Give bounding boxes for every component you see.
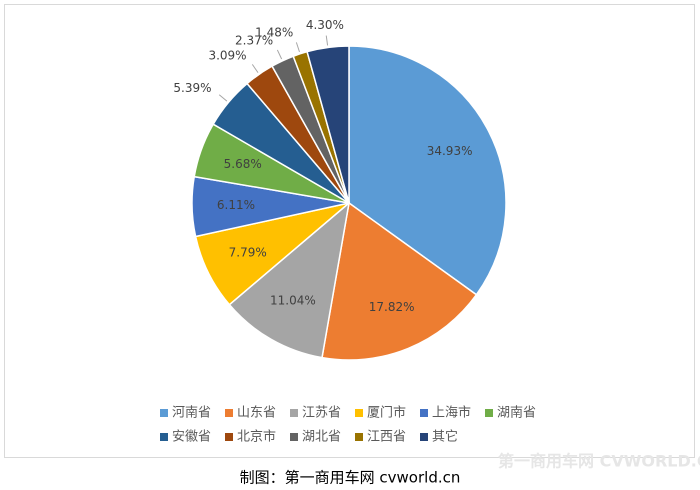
data-label: 6.11% bbox=[217, 198, 255, 212]
legend-swatch bbox=[355, 409, 363, 417]
legend-swatch bbox=[160, 409, 168, 417]
pie-slice bbox=[228, 201, 351, 359]
data-label: 5.39% bbox=[173, 81, 211, 95]
data-label: 3.09% bbox=[208, 49, 246, 63]
legend-label: 湖南省 bbox=[497, 405, 536, 421]
legend-label: 江西省 bbox=[367, 430, 406, 445]
leader-line bbox=[325, 35, 329, 46]
legend-label: 湖北省 bbox=[302, 430, 341, 445]
legend-swatch bbox=[420, 433, 428, 441]
leader-line bbox=[295, 42, 300, 53]
legend-label: 安徽省 bbox=[172, 430, 211, 445]
legend-swatch bbox=[355, 433, 363, 441]
legend-label: 北京市 bbox=[237, 429, 276, 445]
data-label: 4.30% bbox=[306, 18, 344, 32]
legend-label: 厦门市 bbox=[367, 405, 406, 421]
legend-swatch bbox=[225, 409, 233, 417]
watermark: 第一商用车网 CVWORLD.CN bbox=[498, 452, 700, 471]
data-label: 11.04% bbox=[270, 294, 316, 308]
legend-swatch bbox=[290, 433, 298, 441]
legend-label: 其它 bbox=[432, 429, 458, 445]
legend-swatch bbox=[420, 409, 428, 417]
data-label: 17.82% bbox=[369, 300, 415, 314]
leader-line bbox=[218, 94, 228, 102]
legend-label: 山东省 bbox=[237, 406, 276, 421]
legend-label: 上海市 bbox=[432, 405, 471, 421]
legend-swatch bbox=[225, 433, 233, 441]
legend-swatch bbox=[290, 409, 298, 417]
legend-label: 河南省 bbox=[172, 405, 211, 421]
data-label: 5.68% bbox=[224, 157, 262, 171]
data-label: 1.48% bbox=[255, 25, 293, 39]
data-label: 2.37% bbox=[235, 33, 273, 47]
pie-slice bbox=[306, 45, 350, 204]
caption: 制图：第一商用车网 cvworld.cn bbox=[240, 469, 461, 487]
leader-line bbox=[276, 49, 283, 60]
pie-slice bbox=[348, 45, 507, 296]
data-label: 7.79% bbox=[229, 246, 267, 260]
legend-swatch bbox=[160, 433, 168, 441]
pie-slice bbox=[321, 201, 478, 361]
leader-line bbox=[251, 64, 259, 73]
legend-swatch bbox=[485, 409, 493, 417]
legend-label: 江苏省 bbox=[302, 405, 341, 421]
data-label: 34.93% bbox=[427, 144, 473, 158]
